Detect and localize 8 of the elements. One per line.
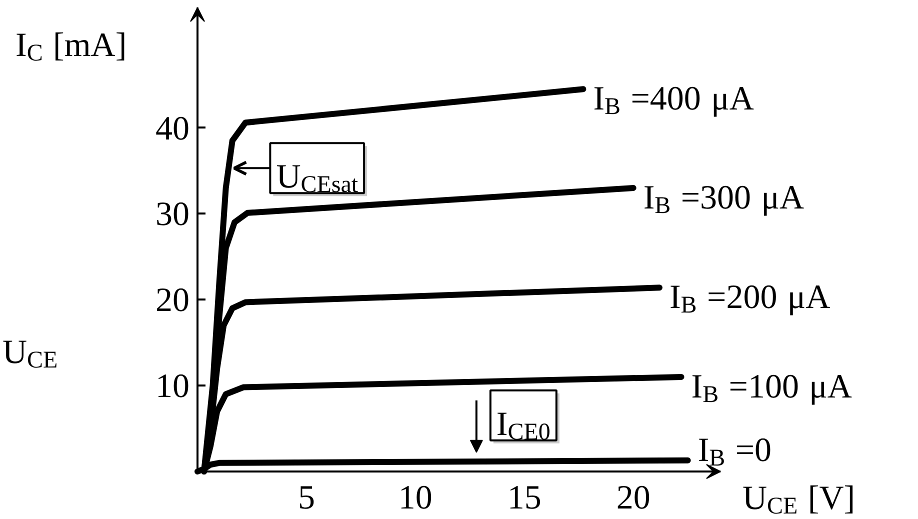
y-tick-label: 40	[156, 110, 190, 148]
x-tick-label: 15	[507, 480, 542, 516]
y-tick-label: 30	[156, 196, 190, 234]
x-tick-label: 20	[616, 480, 650, 516]
y-tick-label: 10	[156, 368, 190, 406]
x-tick-label: 5	[298, 480, 315, 516]
x-tick-label: 10	[398, 480, 432, 516]
y-tick-label: 20	[156, 282, 190, 320]
